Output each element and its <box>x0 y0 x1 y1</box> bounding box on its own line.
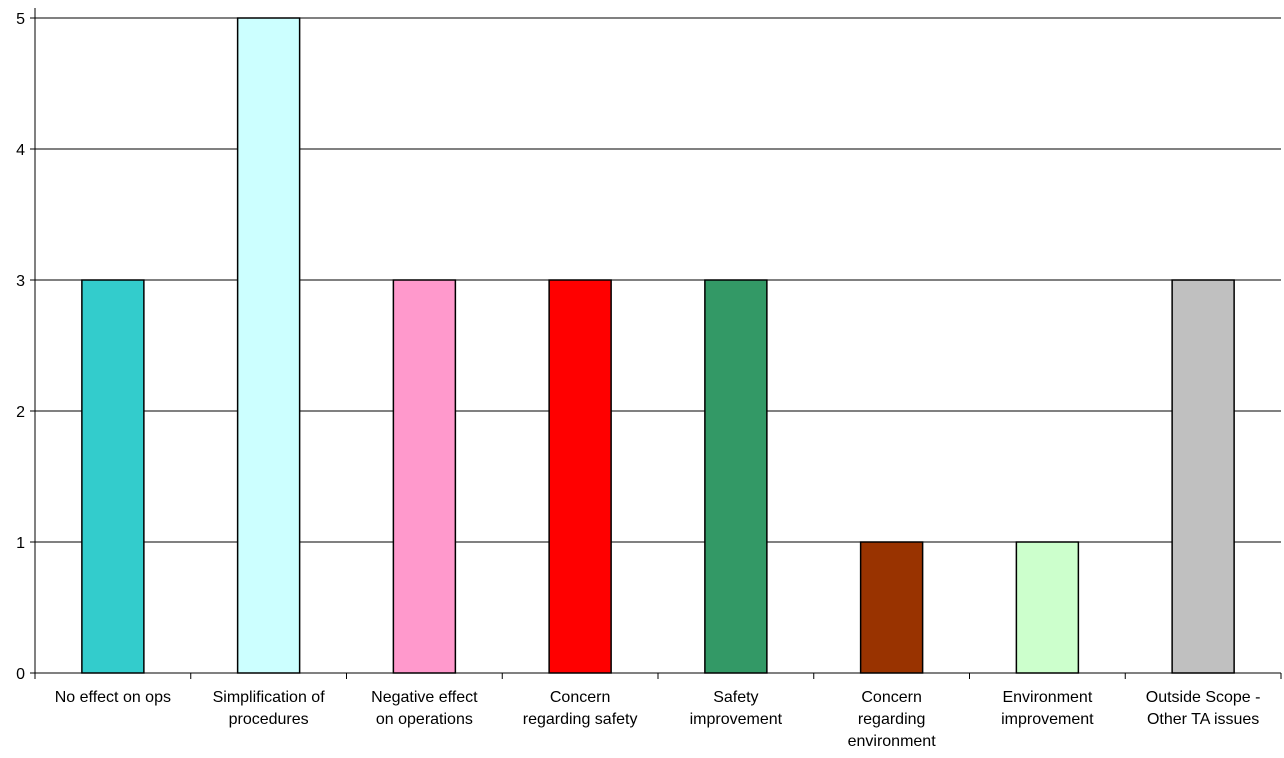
x-category-label-line: Concern <box>550 689 610 706</box>
gridlines <box>35 17 1281 543</box>
x-category-label: Safety improvement <box>690 689 783 728</box>
x-category-label-line: improvement <box>1001 711 1094 728</box>
x-category-label-line: No effect on ops <box>55 689 171 706</box>
bars <box>81 17 1235 674</box>
x-category-label-line: Negative effect <box>371 689 478 706</box>
x-category-label-line: improvement <box>690 711 783 728</box>
bar <box>81 279 145 674</box>
y-tick-label: 1 <box>16 535 25 552</box>
x-category-label-line: procedures <box>229 711 309 728</box>
bar <box>236 17 301 674</box>
x-category-label: No effect on ops <box>55 689 171 706</box>
y-tick-labels: 0 1 2 3 4 5 <box>16 11 25 683</box>
x-category-label-line: Concern <box>861 689 921 706</box>
x-category-label-line: Simplification of <box>213 689 326 706</box>
x-category-label-line: on operations <box>376 711 473 728</box>
x-category-label-line: Other TA issues <box>1147 711 1259 728</box>
x-category-label-line: Safety <box>713 689 758 706</box>
bar <box>859 541 924 674</box>
x-category-label: Simplification of procedures <box>213 689 326 728</box>
x-category-label-line: environment <box>848 733 937 750</box>
x-category-label-line: Environment <box>1002 689 1092 706</box>
x-category-label: Concern regarding environment <box>848 689 937 750</box>
x-category-label: Negative effect on operations <box>371 689 478 728</box>
y-tick-label: 0 <box>16 666 25 683</box>
y-tick-label: 5 <box>16 11 25 28</box>
bar <box>548 279 612 674</box>
bar <box>1171 279 1235 674</box>
x-category-labels: No effect on ops Simplification of procedu… <box>55 689 1261 750</box>
y-tick-label: 3 <box>16 273 25 290</box>
x-category-label: Concern regarding safety <box>523 689 638 728</box>
axes <box>30 8 1282 679</box>
x-category-label: Outside Scope - Other TA issues <box>1146 689 1261 728</box>
bar <box>392 279 457 674</box>
x-category-label-line: regarding safety <box>523 711 638 728</box>
y-tick-label: 4 <box>16 142 25 159</box>
y-tick-label: 2 <box>16 404 25 421</box>
x-category-label-line: Outside Scope - <box>1146 689 1261 706</box>
x-category-label: Environment improvement <box>1001 689 1094 728</box>
bar <box>704 279 768 674</box>
bar <box>1015 541 1080 674</box>
x-category-label-line: regarding <box>858 711 926 728</box>
